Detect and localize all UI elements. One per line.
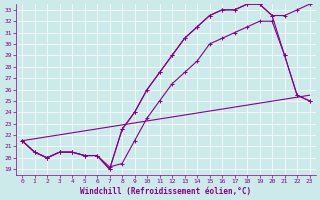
X-axis label: Windchill (Refroidissement éolien,°C): Windchill (Refroidissement éolien,°C) xyxy=(80,187,252,196)
